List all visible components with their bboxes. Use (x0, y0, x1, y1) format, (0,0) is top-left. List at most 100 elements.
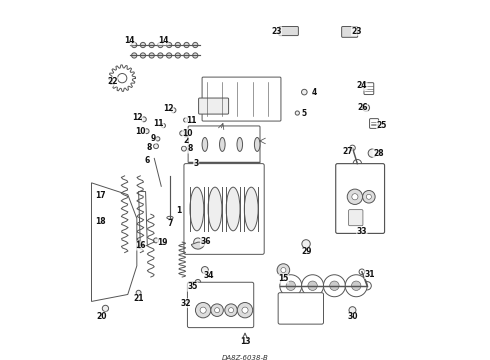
Ellipse shape (193, 53, 198, 58)
Circle shape (352, 194, 358, 200)
Circle shape (353, 159, 362, 168)
Ellipse shape (208, 187, 222, 231)
Text: 8: 8 (147, 143, 152, 152)
Text: 7: 7 (167, 220, 172, 229)
Text: 20: 20 (97, 312, 107, 321)
Text: 15: 15 (278, 274, 289, 283)
Circle shape (359, 269, 365, 275)
Ellipse shape (184, 53, 189, 58)
Text: 12: 12 (132, 113, 143, 122)
Circle shape (242, 307, 248, 313)
Circle shape (142, 117, 146, 122)
Text: 36: 36 (200, 237, 211, 246)
Text: 35: 35 (188, 282, 198, 291)
Ellipse shape (167, 53, 172, 58)
FancyBboxPatch shape (202, 77, 281, 121)
Circle shape (200, 307, 206, 313)
Ellipse shape (158, 53, 163, 58)
Text: 14: 14 (124, 36, 135, 45)
Text: 23: 23 (351, 27, 362, 36)
Circle shape (281, 267, 286, 273)
Ellipse shape (193, 42, 198, 48)
Ellipse shape (167, 216, 173, 219)
Ellipse shape (220, 138, 225, 152)
Wedge shape (191, 242, 205, 249)
Text: 12: 12 (163, 104, 173, 113)
Circle shape (345, 275, 367, 297)
Wedge shape (102, 195, 112, 206)
Text: 3: 3 (194, 159, 199, 168)
FancyBboxPatch shape (198, 98, 229, 114)
Text: 10: 10 (183, 129, 193, 138)
FancyBboxPatch shape (342, 27, 358, 37)
Polygon shape (92, 183, 137, 301)
Text: 22: 22 (107, 77, 118, 86)
Text: 8: 8 (188, 144, 193, 153)
Ellipse shape (149, 42, 154, 48)
FancyBboxPatch shape (364, 83, 374, 95)
FancyBboxPatch shape (184, 164, 264, 255)
Text: 27: 27 (342, 147, 352, 156)
Text: 14: 14 (158, 36, 168, 45)
Circle shape (286, 281, 295, 291)
Circle shape (144, 129, 149, 134)
Text: 4: 4 (312, 87, 318, 96)
Ellipse shape (140, 42, 146, 48)
Text: 17: 17 (95, 190, 105, 199)
Circle shape (136, 290, 141, 295)
Circle shape (349, 307, 356, 314)
Circle shape (153, 238, 158, 243)
FancyBboxPatch shape (188, 282, 254, 328)
Text: DA8Z-6038-B: DA8Z-6038-B (221, 355, 269, 360)
Circle shape (228, 308, 234, 313)
Ellipse shape (202, 138, 208, 152)
Circle shape (156, 137, 160, 141)
Text: 5: 5 (302, 108, 307, 117)
Circle shape (196, 302, 211, 318)
Circle shape (201, 266, 208, 274)
Circle shape (104, 197, 110, 203)
Ellipse shape (245, 187, 258, 231)
Ellipse shape (190, 187, 204, 231)
Circle shape (194, 238, 202, 246)
Circle shape (308, 281, 318, 291)
Polygon shape (139, 192, 147, 246)
Text: 10: 10 (135, 127, 146, 136)
Ellipse shape (140, 53, 146, 58)
Circle shape (225, 304, 237, 316)
Text: 1: 1 (176, 206, 181, 215)
Circle shape (295, 111, 299, 115)
Circle shape (153, 144, 158, 149)
Circle shape (368, 149, 376, 157)
Text: 13: 13 (240, 337, 250, 346)
Circle shape (363, 104, 369, 111)
Ellipse shape (184, 42, 189, 48)
Text: 21: 21 (133, 294, 144, 303)
Circle shape (215, 308, 220, 313)
Text: 25: 25 (377, 121, 387, 130)
Circle shape (195, 279, 201, 285)
Circle shape (171, 108, 176, 113)
Circle shape (302, 275, 323, 297)
Circle shape (181, 146, 186, 151)
Text: 6: 6 (145, 156, 150, 165)
Ellipse shape (132, 53, 137, 58)
Text: 9: 9 (151, 134, 156, 143)
Text: 29: 29 (302, 247, 312, 256)
Text: 19: 19 (157, 238, 168, 247)
Circle shape (301, 89, 307, 95)
Ellipse shape (175, 53, 180, 58)
Circle shape (363, 190, 375, 203)
Text: 26: 26 (357, 103, 368, 112)
Text: 2: 2 (183, 136, 188, 145)
Circle shape (280, 275, 302, 297)
Circle shape (367, 194, 371, 199)
Text: 32: 32 (180, 299, 191, 308)
Circle shape (211, 304, 223, 316)
FancyBboxPatch shape (194, 293, 248, 310)
FancyBboxPatch shape (348, 210, 363, 226)
Ellipse shape (158, 42, 163, 48)
Text: 23: 23 (271, 27, 282, 36)
Text: 31: 31 (365, 270, 375, 279)
Circle shape (302, 240, 310, 248)
